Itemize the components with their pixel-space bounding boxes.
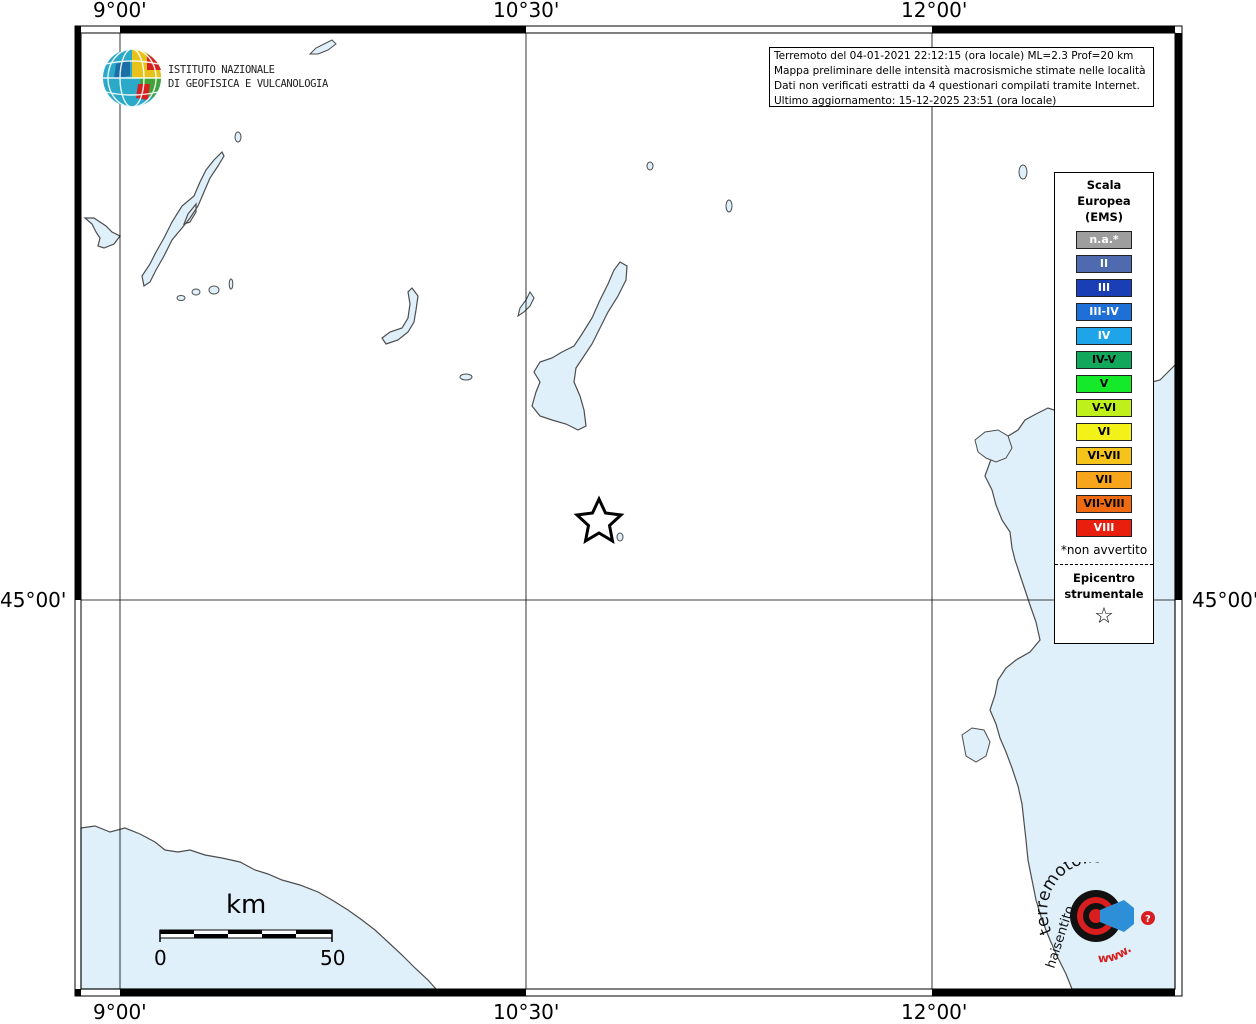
ligurian-sea — [80, 825, 438, 990]
svg-text:www.: www. — [1098, 942, 1135, 966]
scale-bar-end: 50 — [320, 946, 346, 970]
grid-label-right: 45°00' — [1192, 588, 1256, 612]
legend-separator — [1055, 564, 1153, 565]
legend-swatch-3: III-IV — [1076, 303, 1132, 321]
scale-bar: km 0 50 — [150, 890, 350, 970]
legend-swatch-5: IV-V — [1076, 351, 1132, 369]
grid-label-top-1: 9°00' — [93, 0, 147, 22]
event-info-line1: Terremoto del 04-01-2021 22:12:15 (ora l… — [774, 50, 1134, 62]
event-info-line4: Ultimo aggiornamento: 15-12-2025 23:51 (… — [774, 95, 1057, 107]
graticule — [81, 33, 1175, 989]
grid-label-bottom-2: 10°30' — [493, 1000, 560, 1024]
small-lake-1 — [308, 39, 337, 55]
event-info-line3: Dati non verificati estratti da 4 questi… — [774, 80, 1140, 92]
legend-swatch-list: n.a.* II III III-IV IV IV-V V V-VI VI VI-VII VII VI… — [1055, 231, 1153, 537]
small-lake-5 — [176, 295, 186, 301]
venice-lagoon — [974, 429, 1013, 463]
scale-bar-graphic — [159, 929, 333, 942]
legend-swatch-11: VII-VIII — [1076, 495, 1132, 513]
legend-swatch-1: II — [1076, 255, 1132, 273]
legend-epicenter-line1: Epicentro — [1073, 571, 1135, 585]
small-lake-7 — [646, 161, 654, 171]
legend-swatch-2: III — [1076, 279, 1132, 297]
small-lake-6 — [228, 278, 234, 290]
grid-label-left: 45°00' — [0, 588, 67, 612]
legend-swatch-4: IV — [1076, 327, 1132, 345]
lake-garda — [531, 261, 628, 431]
small-lake-3 — [208, 285, 220, 295]
po-delta-lagoon — [961, 727, 991, 763]
event-info-box: Terremoto del 04-01-2021 22:12:15 (ora l… — [769, 47, 1154, 107]
lake-iseo — [381, 287, 419, 345]
scale-bar-unit: km — [226, 890, 267, 920]
legend-swatch-0: n.a.* — [1076, 231, 1132, 249]
event-info-line2: Mappa preliminare delle intensità macros… — [774, 65, 1146, 77]
legend-title-line1: Scala — [1086, 178, 1122, 192]
ingv-globe-icon — [103, 48, 161, 108]
haisentito-logo: ? terremoto.it haisentito www. — [1032, 847, 1158, 974]
grid-label-top-2: 10°30' — [493, 0, 560, 22]
legend-swatch-6: V — [1076, 375, 1132, 393]
grid-label-bottom-3: 12°00' — [901, 1000, 968, 1024]
legend-swatch-12: VIII — [1076, 519, 1132, 537]
ingv-logo: ISTITUTO NAZIONALE DI GEOFISICA E VULCAN… — [102, 48, 328, 110]
small-lake-10 — [459, 373, 473, 381]
grid-label-top-3: 12°00' — [901, 0, 968, 22]
legend-star-icon: ☆ — [1094, 604, 1114, 629]
legend-swatch-8: VI — [1076, 423, 1132, 441]
scale-bar-start: 0 — [154, 946, 167, 970]
ingv-name-line2: DI GEOFISICA E VULCANOLOGIA — [168, 78, 328, 90]
small-lake-4 — [191, 288, 201, 296]
legend-swatch-7: V-VI — [1076, 399, 1132, 417]
legend-swatch-9: VI-VII — [1076, 447, 1132, 465]
ingv-name-line1: ISTITUTO NAZIONALE — [168, 64, 275, 76]
haisentito-logo-graphic: ? terremoto.it haisentito www. — [1032, 847, 1155, 970]
small-lake-2 — [234, 131, 242, 143]
legend-not-felt-note: *non avvertito — [1060, 543, 1148, 557]
haisentito-logo-bottom-text: www. — [1098, 942, 1135, 966]
small-lake-9 — [1018, 164, 1028, 180]
ems-legend: Scala Europea (EMS) n.a.* II III III-IV IV IV… — [1054, 172, 1154, 644]
legend-swatch-10: VII — [1076, 471, 1132, 489]
lake-como — [141, 150, 225, 287]
svg-text:?: ? — [1145, 914, 1151, 925]
epicenter-star-icon[interactable] — [573, 495, 625, 544]
lake-maggiore — [83, 217, 121, 249]
legend-title-line2: Europea — [1077, 194, 1131, 208]
grid-label-bottom-1: 9°00' — [93, 1000, 147, 1024]
map-frame — [74, 25, 1183, 997]
legend-epicenter-line2: strumentale — [1064, 587, 1144, 601]
legend-title-line3: (EMS) — [1084, 210, 1124, 224]
small-lake-8 — [725, 199, 733, 213]
map-area — [81, 33, 1175, 989]
small-lake-11 — [616, 532, 624, 542]
